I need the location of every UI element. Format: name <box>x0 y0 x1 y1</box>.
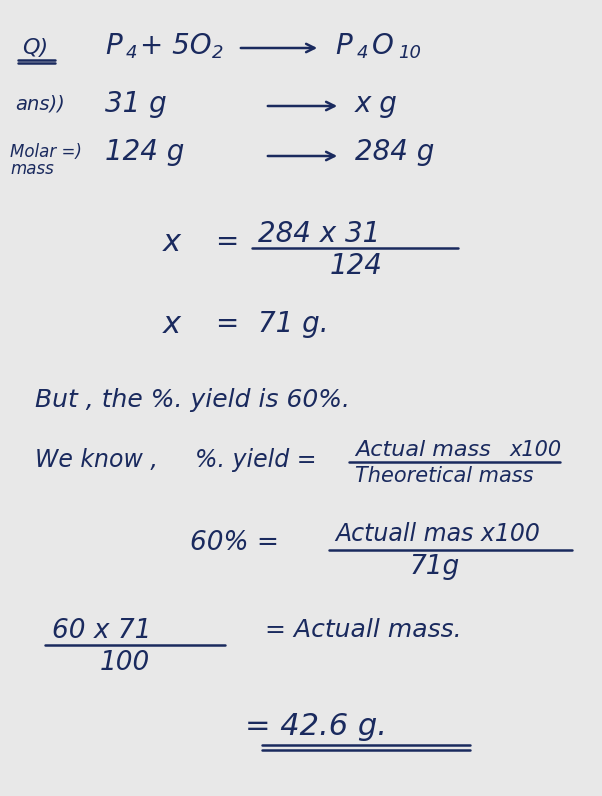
Text: =: = <box>215 310 238 338</box>
Text: P: P <box>105 32 122 60</box>
Text: mass: mass <box>10 160 54 178</box>
Text: x g: x g <box>355 90 398 118</box>
Text: Theoretical mass: Theoretical mass <box>355 466 533 486</box>
Text: + 5O: + 5O <box>140 32 212 60</box>
Text: 2: 2 <box>212 44 223 62</box>
Text: = Actuall mass.: = Actuall mass. <box>265 618 462 642</box>
Text: = 42.6 g.: = 42.6 g. <box>245 712 387 741</box>
Text: Actual mass: Actual mass <box>355 440 491 460</box>
Text: Molar =): Molar =) <box>10 143 82 161</box>
Text: 284 x 31: 284 x 31 <box>258 220 380 248</box>
Text: 71 g.: 71 g. <box>258 310 329 338</box>
Text: O: O <box>372 32 394 60</box>
Text: x: x <box>163 310 181 339</box>
Text: 124: 124 <box>330 252 383 280</box>
Text: =: = <box>215 228 238 256</box>
Text: %. yield =: %. yield = <box>195 448 317 472</box>
Text: But , the %. yield is 60%.: But , the %. yield is 60%. <box>35 388 350 412</box>
Text: 4: 4 <box>357 44 368 62</box>
Text: x: x <box>163 228 181 257</box>
Text: P: P <box>335 32 352 60</box>
Text: 284 g: 284 g <box>355 138 435 166</box>
Text: 60 x 71: 60 x 71 <box>52 618 151 644</box>
Text: 60% =: 60% = <box>190 530 279 556</box>
Text: 4: 4 <box>126 44 137 62</box>
Text: 31 g: 31 g <box>105 90 167 118</box>
Text: 100: 100 <box>100 650 150 676</box>
Text: 10: 10 <box>398 44 421 62</box>
Text: 71g: 71g <box>410 554 461 580</box>
Text: We know ,: We know , <box>35 448 158 472</box>
Text: Q): Q) <box>22 38 48 58</box>
Text: x100: x100 <box>510 440 562 460</box>
Text: ans)): ans)) <box>15 95 65 114</box>
Text: 124 g: 124 g <box>105 138 184 166</box>
Text: Actuall mas x100: Actuall mas x100 <box>335 522 540 546</box>
